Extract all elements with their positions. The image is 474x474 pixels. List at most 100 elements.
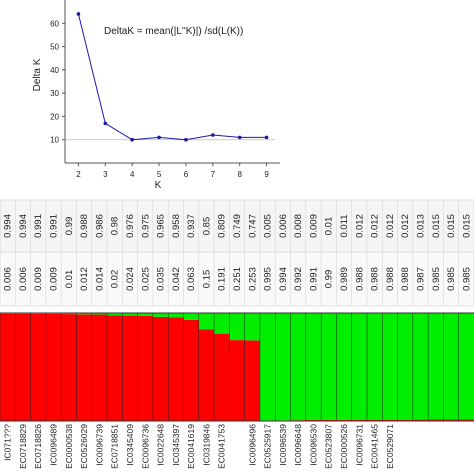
table-cell-value: 0.976 <box>125 214 136 238</box>
data-point <box>157 135 161 140</box>
x-tick-label: 4 <box>130 170 135 179</box>
table-cell-value: 0.987 <box>415 267 426 291</box>
bar-segment-cluster-2 <box>168 313 184 318</box>
table-cell-value: 0.958 <box>171 214 182 238</box>
bar-segment-cluster-2 <box>61 313 77 315</box>
table-cell-value: 0.985 <box>431 267 442 291</box>
delta-k-points <box>76 12 269 142</box>
x-tick-label: 5 <box>157 170 162 179</box>
bar-segment-cluster-1 <box>397 419 414 421</box>
structure-bar-plot <box>0 313 474 421</box>
sample-label: IC0096496 <box>247 424 257 466</box>
bar-segment-cluster-1 <box>198 329 215 421</box>
bar-segment-cluster-1 <box>321 419 337 421</box>
bar-segment-cluster-1 <box>168 317 184 421</box>
bar-segment-cluster-2 <box>305 313 322 421</box>
table-cell-value: 0.991 <box>33 214 44 238</box>
bar-segment-cluster-2 <box>244 313 261 341</box>
bar-segment-cluster-2 <box>91 313 108 315</box>
sample-label: IC0345409 <box>125 424 135 466</box>
table-cell-value: 0.988 <box>354 267 365 291</box>
bar-segment-cluster-1 <box>336 419 352 421</box>
table-cell-value: 0.994 <box>3 214 14 238</box>
bar-segment-cluster-1 <box>152 316 169 421</box>
y-tick-label: 50 <box>50 43 59 52</box>
bar-segment-cluster-2 <box>214 313 230 334</box>
bar-segment-cluster-1 <box>76 314 93 421</box>
x-tick-label: 8 <box>237 170 242 179</box>
y-tick-label: 30 <box>50 89 59 98</box>
bar-segment-cluster-1 <box>183 319 200 421</box>
bar-segment-cluster-2 <box>366 313 383 420</box>
delta-k-line-chart: Delta K K DeltaK = mean(|L''K)|) /sd(L(K… <box>32 0 280 191</box>
table-cell-value: 0.015 <box>461 214 472 238</box>
table-cell-value: 0.749 <box>232 214 243 238</box>
table-cell-value: 0.012 <box>385 214 396 238</box>
sample-label: EC0526029 <box>79 424 89 469</box>
sample-label: IC071??? <box>3 424 13 461</box>
sample-label: IC0319846 <box>201 424 211 466</box>
sample-label: IC0096530 <box>308 424 318 466</box>
bar-segment-cluster-1 <box>122 315 138 421</box>
y-tick-label: 40 <box>50 66 59 75</box>
table-cell-value: 0.009 <box>49 267 60 291</box>
table-cell-value: 0.005 <box>263 214 274 238</box>
data-point <box>76 12 81 16</box>
table-cell-value: 0.251 <box>232 267 243 291</box>
y-ticks: 10 20 30 40 50 60 <box>50 19 65 145</box>
table-cell-value: 0.042 <box>171 267 182 291</box>
table-cell-value: 0.937 <box>186 214 197 238</box>
x-tick-label: 3 <box>103 170 108 179</box>
table-cell-value: 0.025 <box>140 267 151 291</box>
sample-label: IC0022648 <box>156 424 166 466</box>
table-cell-value: 0.012 <box>354 214 365 238</box>
bar-segment-cluster-2 <box>229 313 245 341</box>
bar-segment-cluster-1 <box>0 313 16 421</box>
sample-label: IC0345397 <box>171 424 181 466</box>
table-cell-value: 0.063 <box>186 267 197 291</box>
bar-segment-cluster-2 <box>152 313 169 317</box>
bar-segment-cluster-2 <box>351 313 368 420</box>
bar-segment-cluster-1 <box>244 340 261 421</box>
table-cell-value: 0.995 <box>263 267 274 291</box>
bar-segment-cluster-2 <box>290 313 307 421</box>
bar-segment-cluster-1 <box>15 313 31 421</box>
table-cell-value: 0.994 <box>18 214 29 238</box>
table-cell-value: 0.99 <box>64 217 75 236</box>
table-cell-value: 0.009 <box>308 214 319 238</box>
table-cell-value: 0.85 <box>201 217 212 236</box>
bar-segment-cluster-2 <box>336 313 352 420</box>
table-cell-value: 0.988 <box>400 267 411 291</box>
sample-label: IC0096648 <box>293 424 303 466</box>
table-cell-value: 0.991 <box>49 214 60 238</box>
table-cell-value: 0.975 <box>140 214 151 238</box>
table-cell-value: 0.015 <box>431 214 442 238</box>
sample-label: EC0718829 <box>18 424 28 469</box>
table-cell-value: 0.98 <box>110 217 121 236</box>
table-cell-value: 0.191 <box>217 267 228 291</box>
table-cell-value: 0.989 <box>339 267 350 291</box>
bar-segment-cluster-2 <box>275 313 291 421</box>
table-cell-value: 0.013 <box>415 214 426 238</box>
table-cell-value: 0.012 <box>370 214 381 238</box>
table-cell-value: 0.009 <box>33 267 44 291</box>
table-cell-value: 0.01 <box>324 217 335 236</box>
table-cell-value: 0.015 <box>446 214 457 238</box>
y-tick-label: 10 <box>50 136 59 145</box>
x-tick-label: 7 <box>211 170 216 179</box>
table-cell-value: 0.012 <box>400 214 411 238</box>
data-point <box>103 121 108 126</box>
sample-label: EC0041465 <box>370 424 380 469</box>
bar-segment-cluster-2 <box>122 313 138 316</box>
table-row <box>0 199 474 253</box>
table-cell-value: 0.985 <box>446 267 457 291</box>
sample-label: IC0096739 <box>94 424 104 466</box>
table-cell-value: 0.988 <box>370 267 381 291</box>
table-cell-value: 0.006 <box>18 267 29 291</box>
table-cell-value: 0.01 <box>64 270 75 289</box>
bar-segment-cluster-2 <box>412 313 429 420</box>
bar-segment-cluster-2 <box>137 313 154 316</box>
table-cell-value: 0.253 <box>247 267 258 291</box>
data-point <box>264 135 269 140</box>
